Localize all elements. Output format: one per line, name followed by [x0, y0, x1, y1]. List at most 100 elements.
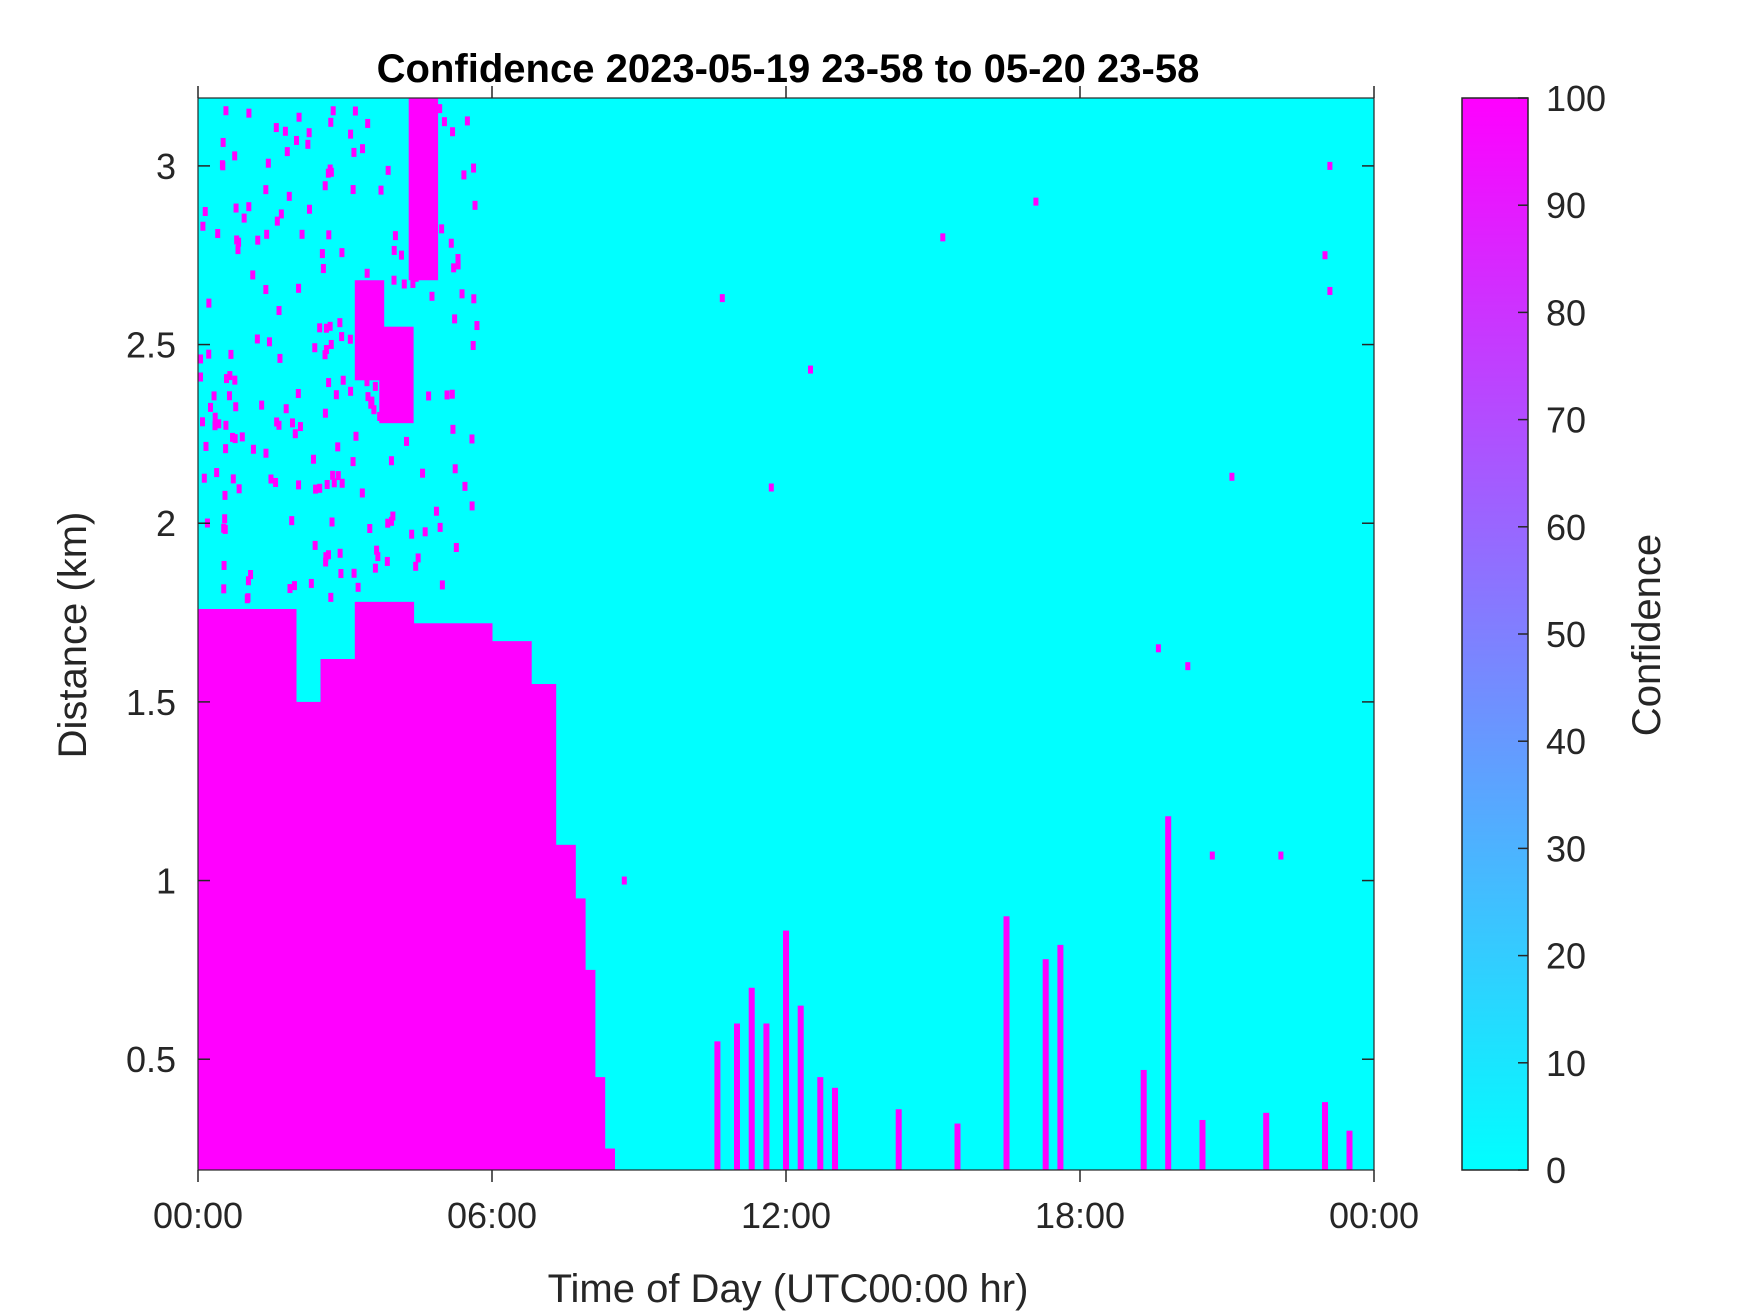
- heatmap-cell-speckle: [398, 250, 404, 260]
- heatmap-cell-speckle: [278, 209, 284, 219]
- heatmap-cell-speckle: [350, 457, 356, 467]
- heatmap-cell-speckle: [293, 135, 299, 145]
- colorbar-label: Confidence: [1625, 534, 1669, 736]
- heatmap-cell-speckle: [322, 350, 328, 360]
- colorbar-tick-label: 40: [1546, 721, 1586, 762]
- heatmap-cell-point: [1229, 472, 1235, 481]
- heatmap-cell-speckle: [282, 126, 288, 136]
- heatmap-cell-speckle: [328, 117, 334, 127]
- heatmap-cell-speckle: [246, 202, 252, 212]
- heatmap-cell-speckle: [386, 348, 392, 358]
- heatmap-cell-speckle: [273, 477, 279, 487]
- heatmap-cell-speckle: [364, 377, 370, 387]
- heatmap-cell-speckle: [325, 550, 331, 560]
- heatmap-cell-speckle: [338, 569, 344, 579]
- heatmap-cell-speckle: [266, 337, 272, 347]
- axes: 00:00 06:00 12:00 18:00 00:00 0.5 1 1.5 2 2.5 3: [126, 86, 1419, 1236]
- heatmap-cell-speckle: [469, 434, 475, 444]
- colorbar-tick-label: 0: [1546, 1150, 1566, 1191]
- heatmap-cell-speckle: [289, 516, 295, 526]
- heatmap-cell-speckle: [360, 144, 366, 154]
- heatmap-cell-spike: [1322, 1102, 1328, 1170]
- heatmap-cell-point: [768, 483, 774, 492]
- heatmap-cell-speckle: [273, 123, 279, 133]
- chart-title: Confidence 2023-05-19 23-58 to 05-20 23-…: [377, 47, 1200, 91]
- y-tick-label: 0.5: [126, 1039, 176, 1080]
- colorbar-tick-label: 50: [1546, 614, 1586, 655]
- heatmap-cell-speckle: [452, 314, 458, 324]
- heatmap-cell-speckle: [297, 422, 303, 432]
- heatmap-cell-speckle: [198, 354, 204, 364]
- heatmap-cell-speckle: [413, 561, 419, 571]
- heatmap-cell-speckle: [299, 229, 305, 239]
- colorbar: 0 10 20 30 40 50 60 70 80 90 100: [1461, 78, 1606, 1191]
- heatmap-cell-speckle: [471, 294, 477, 304]
- heatmap-cell-speckle: [319, 249, 325, 259]
- heatmap-cell-speckle: [450, 127, 456, 137]
- heatmap-cell-speckle: [223, 420, 229, 430]
- heatmap-cell-region: [604, 1148, 615, 1170]
- heatmap-cell-speckle: [322, 408, 328, 418]
- heatmap-cell-speckle: [412, 138, 418, 148]
- heatmap-cell-region: [555, 844, 576, 1170]
- heatmap-cell-speckle: [351, 147, 357, 157]
- heatmap-cell-speckle: [323, 323, 329, 333]
- heatmap-cell-speckle: [263, 285, 269, 295]
- colorbar-tick-label: 20: [1546, 936, 1586, 977]
- heatmap-cell-speckle: [212, 412, 218, 422]
- heatmap-cell-speckle: [422, 245, 428, 255]
- heatmap-cell-speckle: [246, 108, 252, 118]
- heatmap-cell-speckle: [433, 506, 439, 516]
- heatmap-cell-speckle: [348, 386, 354, 396]
- heatmap-cell-speckle: [333, 390, 339, 400]
- heatmap-cell-spike: [1199, 1119, 1206, 1170]
- heatmap-cell-speckle: [305, 139, 311, 149]
- heatmap-cell-region: [585, 969, 596, 1170]
- heatmap-cell-speckle: [198, 372, 204, 382]
- heatmap-cell-speckle: [308, 578, 314, 588]
- heatmap-cell-speckle: [286, 191, 292, 201]
- heatmap-cell-region: [354, 601, 415, 1170]
- heatmap-cell-spike: [1140, 1069, 1147, 1170]
- heatmap-cell-speckle: [410, 278, 416, 288]
- heatmap-cell-speckle: [215, 229, 221, 239]
- heatmap-cell-region: [413, 623, 493, 1170]
- heatmap-cell-speckle: [232, 151, 238, 161]
- heatmap-cell-speckle: [372, 381, 378, 391]
- heatmap-cell-speckle: [263, 185, 269, 195]
- heatmap-cell-speckle: [328, 592, 334, 602]
- heatmap-cell-speckle: [245, 576, 251, 586]
- heatmap-cell-point: [1155, 644, 1161, 653]
- heatmap-cell-speckle: [450, 424, 456, 434]
- heatmap-cell-speckle: [367, 523, 373, 533]
- y-tick-label: 2: [156, 503, 176, 544]
- heatmap-cell-speckle: [449, 389, 455, 399]
- heatmap-cell-speckle: [406, 352, 412, 362]
- heatmap-cell-point: [719, 294, 725, 303]
- heatmap-cell-speckle: [339, 478, 345, 488]
- heatmap-cell-region: [492, 641, 532, 1170]
- heatmap-cell-speckle: [448, 238, 454, 248]
- heatmap-cell-speckle: [226, 391, 232, 401]
- heatmap-cell-speckle: [335, 471, 341, 481]
- heatmap-cell-speckle: [317, 323, 323, 333]
- heatmap-cell-speckle: [437, 522, 443, 532]
- heatmap-cell-speckle: [331, 478, 337, 488]
- heatmap-cell-speckle: [296, 112, 302, 122]
- heatmap-cell-speckle: [248, 570, 254, 580]
- heatmap-cell-speckle: [221, 584, 227, 594]
- heatmap-cell-speckle: [372, 563, 378, 573]
- heatmap-cell-speckle: [391, 275, 397, 285]
- heatmap-cell-speckle: [421, 143, 427, 153]
- heatmap-cell-speckle: [439, 580, 445, 590]
- heatmap-cell-region: [198, 608, 297, 1170]
- heatmap-cell-speckle: [232, 434, 238, 444]
- heatmap-cell-speckle: [385, 165, 391, 175]
- heatmap-cell-speckle: [228, 349, 234, 359]
- heatmap-cell-speckle: [233, 203, 239, 213]
- heatmap-cell-speckle: [353, 431, 359, 441]
- heatmap-cell-speckle: [312, 540, 318, 550]
- heatmap-cell-speckle: [422, 527, 428, 537]
- heatmap-cell-speckle: [254, 334, 260, 344]
